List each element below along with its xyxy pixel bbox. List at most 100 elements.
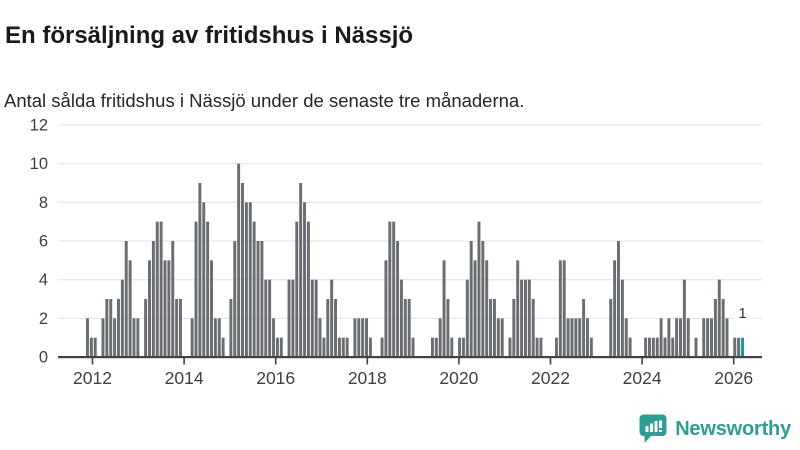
bar bbox=[500, 318, 504, 357]
bar bbox=[171, 241, 175, 357]
bar bbox=[659, 318, 663, 357]
bar bbox=[461, 337, 465, 357]
bar bbox=[244, 202, 248, 357]
bar bbox=[516, 260, 520, 357]
bar bbox=[341, 337, 345, 357]
bar bbox=[252, 221, 256, 357]
bar bbox=[89, 337, 93, 357]
bar bbox=[737, 337, 741, 357]
bar bbox=[221, 337, 225, 357]
bar bbox=[535, 337, 539, 357]
bar bbox=[663, 337, 667, 357]
bar bbox=[337, 337, 341, 357]
bar bbox=[523, 279, 527, 357]
bar bbox=[217, 318, 221, 357]
bar bbox=[628, 337, 632, 357]
bar bbox=[679, 318, 682, 357]
bar bbox=[648, 337, 651, 357]
x-axis-label: 2026 bbox=[714, 368, 753, 388]
bar bbox=[314, 279, 318, 357]
bar bbox=[233, 241, 237, 357]
bar bbox=[361, 318, 365, 357]
bar bbox=[682, 279, 686, 357]
page-subtitle: Antal sålda fritidshus i Nässjö under de… bbox=[4, 89, 525, 111]
bar bbox=[310, 279, 314, 357]
bar bbox=[473, 260, 477, 357]
bar bbox=[268, 279, 272, 357]
x-axis-label: 2022 bbox=[531, 368, 570, 388]
bar bbox=[229, 299, 233, 357]
bar bbox=[733, 337, 737, 357]
bar bbox=[566, 318, 570, 357]
bar bbox=[151, 241, 155, 357]
x-axis-label: 2018 bbox=[348, 368, 387, 388]
bar bbox=[109, 299, 113, 357]
bar bbox=[163, 260, 167, 357]
x-axis-label: 2020 bbox=[439, 368, 478, 388]
bar bbox=[368, 337, 372, 357]
bar bbox=[388, 221, 392, 357]
bar bbox=[113, 318, 117, 357]
bar bbox=[194, 221, 198, 357]
bar bbox=[694, 337, 698, 357]
bar bbox=[555, 337, 558, 357]
bar bbox=[380, 337, 384, 357]
bar bbox=[644, 337, 648, 357]
bar bbox=[655, 337, 659, 357]
bar bbox=[396, 241, 400, 357]
bar bbox=[353, 318, 357, 357]
bar bbox=[384, 260, 388, 357]
x-axis-line bbox=[58, 356, 762, 359]
bar bbox=[117, 299, 120, 357]
y-axis-label: 10 bbox=[30, 155, 48, 173]
bar bbox=[260, 241, 264, 357]
bar bbox=[489, 299, 493, 357]
bar bbox=[295, 221, 299, 357]
bar bbox=[279, 337, 283, 357]
bar bbox=[330, 279, 334, 357]
bar bbox=[586, 318, 589, 357]
bar bbox=[562, 260, 566, 357]
bar bbox=[101, 318, 105, 357]
bar bbox=[120, 279, 124, 357]
bar bbox=[613, 260, 617, 357]
bar bbox=[512, 299, 516, 357]
bar bbox=[357, 318, 361, 357]
bar bbox=[492, 299, 496, 357]
bar bbox=[365, 318, 369, 357]
bar bbox=[465, 279, 469, 357]
bar bbox=[334, 299, 338, 357]
bar bbox=[671, 337, 675, 357]
bar bbox=[589, 337, 593, 357]
y-axis-label: 6 bbox=[39, 233, 48, 251]
bar bbox=[167, 260, 171, 357]
bar bbox=[93, 337, 97, 357]
bar bbox=[248, 202, 252, 357]
value-label-backing bbox=[734, 303, 752, 320]
bar bbox=[617, 241, 620, 357]
bar bbox=[570, 318, 574, 357]
bar bbox=[237, 163, 241, 357]
bar bbox=[198, 183, 202, 357]
bar bbox=[496, 318, 500, 357]
newsworthy-logo[interactable]: Newsworthy bbox=[639, 414, 791, 444]
bar bbox=[485, 260, 489, 357]
bar bbox=[144, 299, 148, 357]
bar bbox=[241, 183, 244, 357]
bar bbox=[438, 318, 442, 357]
bar bbox=[710, 318, 713, 357]
y-axis-label: 0 bbox=[39, 349, 48, 367]
bar bbox=[434, 337, 438, 357]
bar bbox=[399, 279, 403, 357]
bar bbox=[582, 299, 586, 357]
bar bbox=[620, 279, 624, 357]
page-title: En försäljning av fritidshus i Nässjö bbox=[5, 22, 414, 50]
newsworthy-logo-icon bbox=[639, 414, 667, 443]
bar bbox=[686, 318, 690, 357]
bar bbox=[272, 318, 275, 357]
bar bbox=[136, 318, 140, 357]
bar bbox=[175, 299, 179, 357]
bar bbox=[651, 337, 655, 357]
